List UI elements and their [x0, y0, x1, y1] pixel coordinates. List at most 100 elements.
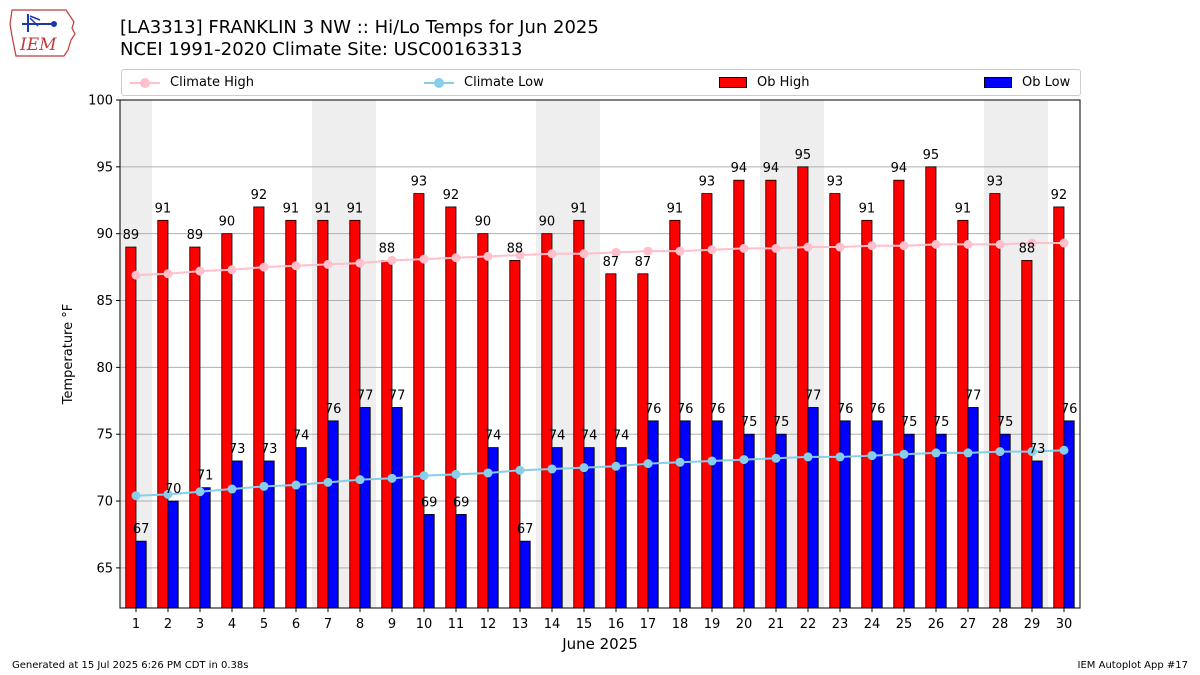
climate-low-point — [1059, 445, 1069, 455]
ob-high-label: 93 — [699, 175, 716, 190]
x-tick-label: 17 — [640, 617, 657, 632]
climate-low-point — [515, 465, 525, 475]
ob-low-bar — [231, 460, 243, 609]
ob-high-label: 88 — [507, 241, 524, 256]
ob-high-label: 87 — [635, 255, 652, 270]
ob-low-label: 73 — [261, 442, 278, 457]
ob-low-bar — [935, 433, 947, 609]
ob-high-label: 90 — [475, 215, 492, 230]
ob-low-bar — [615, 447, 627, 609]
ob-high-label: 89 — [123, 228, 140, 243]
climate-high-point — [675, 246, 685, 256]
x-tick-label: 20 — [736, 617, 753, 632]
x-tick-label: 10 — [416, 617, 433, 632]
ob-high-label: 90 — [539, 215, 556, 230]
ob-low-label: 77 — [389, 388, 406, 403]
ob-high-bar — [349, 219, 361, 609]
legend-swatch-climate-high — [130, 76, 160, 90]
x-tick-label: 18 — [672, 617, 689, 632]
ob-low-label: 77 — [805, 388, 822, 403]
ob-low-label: 76 — [645, 402, 662, 417]
ob-high-bar — [509, 260, 521, 609]
ob-low-bar — [647, 420, 659, 609]
x-tick-label: 22 — [800, 617, 817, 632]
climate-low-line — [135, 449, 1065, 497]
climate-high-point — [387, 255, 397, 265]
ob-low-bar — [679, 420, 691, 609]
ob-low-bar — [455, 514, 467, 609]
ob-low-label: 71 — [197, 469, 214, 484]
ob-low-label: 76 — [1061, 402, 1078, 417]
y-tick-label: 95 — [96, 160, 113, 175]
climate-low-point — [547, 464, 557, 474]
ob-high-label: 93 — [827, 175, 844, 190]
climate-high-point — [867, 241, 877, 251]
climate-low-point — [291, 480, 301, 490]
legend-label: Ob Low — [1022, 75, 1071, 90]
swatch-marker — [434, 77, 444, 88]
climate-low-point — [963, 448, 973, 458]
x-tick-label: 4 — [228, 617, 236, 632]
ob-low-label: 77 — [357, 388, 374, 403]
ob-low-label: 76 — [709, 402, 726, 417]
ob-low-bar — [903, 433, 915, 609]
ob-low-bar — [871, 420, 883, 609]
ob-low-bar — [199, 487, 211, 609]
legend-swatch-ob-low — [984, 77, 1012, 88]
climate-low-point — [675, 457, 685, 467]
climate-low-point — [995, 447, 1005, 457]
legend-swatch-climate-low — [424, 76, 454, 90]
climate-high-point — [579, 249, 589, 259]
ob-high-label: 92 — [443, 188, 460, 203]
legend-label: Climate High — [170, 75, 255, 90]
ob-high-label: 94 — [731, 161, 748, 176]
ob-low-label: 74 — [613, 429, 630, 444]
ob-high-label: 91 — [315, 201, 332, 216]
ob-high-label: 90 — [219, 215, 236, 230]
y-tick-label: 100 — [88, 94, 113, 109]
ob-low-label: 76 — [837, 402, 854, 417]
ob-low-label: 74 — [293, 429, 310, 444]
ob-low-label: 67 — [133, 522, 150, 537]
climate-low-point — [451, 469, 461, 479]
climate-low-point — [195, 487, 205, 497]
climate-high-point — [515, 250, 525, 260]
ob-low-bar — [423, 514, 435, 609]
ob-high-bar — [989, 193, 1001, 609]
x-tick-label: 27 — [960, 617, 977, 632]
climate-low-point — [739, 455, 749, 465]
climate-high-point — [1027, 238, 1037, 248]
ob-low-bar — [807, 407, 819, 609]
ob-low-label: 74 — [549, 429, 566, 444]
climate-high-point — [771, 243, 781, 253]
ob-low-label: 75 — [741, 415, 758, 430]
climate-low-point — [131, 491, 141, 501]
ob-high-bar — [445, 206, 457, 609]
x-tick-label: 21 — [768, 617, 785, 632]
climate-high-point — [163, 269, 173, 279]
ob-high-bar — [957, 219, 969, 609]
climate-high-point — [451, 253, 461, 263]
climate-low-point — [323, 477, 333, 487]
y-tick-label: 90 — [96, 227, 113, 242]
climate-low-point — [771, 453, 781, 463]
climate-high-point — [227, 265, 237, 275]
ob-high-label: 94 — [891, 161, 908, 176]
ob-high-label: 92 — [1051, 188, 1068, 203]
ob-high-label: 89 — [187, 228, 204, 243]
logo-text: IEM — [19, 35, 57, 55]
legend-label: Climate Low — [464, 75, 544, 90]
x-tick-label: 15 — [576, 617, 593, 632]
x-tick-label: 8 — [356, 617, 364, 632]
x-tick-label: 9 — [388, 617, 396, 632]
ob-low-bar — [711, 420, 723, 609]
y-tick-label: 75 — [96, 428, 113, 443]
ob-high-label: 92 — [251, 188, 268, 203]
ob-low-bar — [135, 540, 147, 609]
app-credit: IEM Autoplot App #17 — [1077, 660, 1188, 671]
ob-low-label: 67 — [517, 522, 534, 537]
legend-item-climate-low: Climate Low — [424, 70, 544, 95]
ob-high-label: 87 — [603, 255, 620, 270]
y-tick-label: 65 — [96, 561, 113, 576]
